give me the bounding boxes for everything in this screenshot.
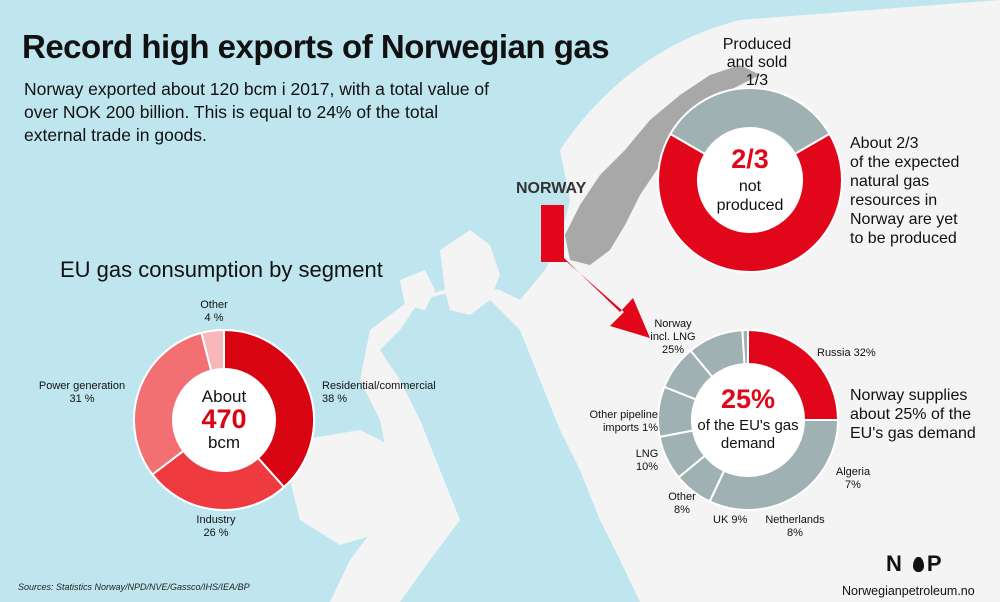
resources-note-l1: About 2/3	[850, 135, 919, 152]
label-lng-value: 10%	[635, 461, 659, 473]
label-norway-lng: Norway incl. LNG 25%	[645, 318, 701, 357]
segment-center	[173, 369, 275, 471]
resources-note-l4: resources in	[850, 192, 938, 209]
supply-center-text-2: of the EU's gas	[697, 417, 798, 434]
label-other-supply-name: Other	[668, 491, 696, 503]
label-power-name: Power generation	[38, 380, 126, 392]
page-title: Record high exports of Norwegian gas	[22, 28, 610, 65]
supply-center-text-1: 25%	[721, 384, 775, 414]
label-produced-l1: Produced	[722, 36, 792, 53]
resources-note: About 2/3 of the expected natural gas re…	[850, 134, 959, 248]
resources-note-l5: Norway are yet	[850, 211, 958, 228]
site-name: Norwegianpetroleum.no	[842, 584, 975, 598]
supply-note-l2: about 25% of the	[850, 406, 971, 423]
label-power: Power generation 31 %	[36, 380, 128, 406]
label-norway-lng-l3: 25%	[661, 344, 685, 356]
map-land-italy	[590, 470, 660, 575]
sources-note: Sources: Statistics Norway/NPD/NVE/Gassc…	[18, 582, 250, 592]
label-residential-name: Residential/commercial	[322, 380, 436, 392]
label-other-supply: Other 8%	[666, 491, 698, 517]
label-other-name: Other	[200, 299, 228, 311]
label-other-pipeline-l1: Other pipeline	[589, 409, 659, 421]
resources-center-text-3: produced	[717, 197, 784, 214]
map-land-ireland	[400, 270, 435, 310]
label-lng-name: LNG	[635, 448, 659, 460]
logo-letter-p: P	[926, 551, 950, 576]
label-norway-lng-l1: Norway	[654, 318, 692, 330]
resources-note-l3: natural gas	[850, 173, 930, 190]
label-other-pipeline-l2: imports 1%	[602, 422, 658, 434]
label-other: Other 4 %	[186, 299, 242, 325]
oil-drop-icon	[912, 557, 924, 572]
resources-note-l2: of the expected	[850, 154, 960, 171]
resources-center	[698, 128, 802, 232]
supply-slice-other-pipeline-imports	[741, 328, 749, 366]
supply-center	[692, 364, 804, 476]
label-russia-text: Russia 32%	[817, 347, 876, 359]
label-lng: LNG 10%	[631, 448, 663, 474]
map-land-iberia	[290, 430, 410, 545]
resources-center-text-1: 2/3	[731, 144, 769, 174]
label-industry: Industry 26 %	[186, 514, 246, 540]
label-algeria-value: 7%	[845, 479, 861, 491]
label-other-value: 4 %	[204, 312, 224, 324]
supply-note-l3: EU's gas demand	[850, 425, 976, 442]
label-produced-l3: 1/3	[745, 72, 769, 89]
segment-center-text-2: 470	[201, 404, 246, 434]
label-produced: Produced and sold 1/3	[702, 36, 812, 90]
resources-donut: 2/3 not produced	[657, 87, 843, 273]
segment-chart-title: EU gas consumption by segment	[60, 257, 383, 282]
label-uk-text: UK 9%	[713, 514, 748, 526]
label-algeria-name: Algeria	[835, 466, 871, 478]
logo-letter-n: N	[886, 551, 910, 576]
label-russia: Russia 32%	[817, 347, 876, 360]
label-netherlands-value: 8%	[787, 527, 803, 539]
supply-center-text-3: demand	[721, 435, 775, 452]
label-power-value: 31 %	[69, 393, 95, 405]
label-residential: Residential/commercial 38 %	[322, 380, 436, 406]
label-other-supply-value: 8%	[674, 504, 690, 516]
label-netherlands: Netherlands 8%	[763, 514, 827, 540]
segment-center-text-1: About	[202, 387, 247, 406]
label-uk: UK 9%	[713, 514, 747, 527]
supply-note-l1: Norway supplies	[850, 387, 968, 404]
resources-center-text-2: not	[739, 178, 762, 195]
segment-center-text-3: bcm	[208, 433, 240, 452]
label-residential-value: 38 %	[322, 393, 348, 405]
label-norway-lng-l2: incl. LNG	[650, 331, 696, 343]
intro-text: Norway exported about 120 bcm i 2017, wi…	[24, 79, 489, 145]
label-other-pipeline: Other pipeline imports 1%	[576, 409, 659, 435]
resources-note-l6: to be produced	[850, 230, 957, 247]
label-netherlands-name: Netherlands	[765, 514, 825, 526]
map-land-uk	[440, 230, 500, 315]
label-produced-l2: and sold	[726, 54, 788, 71]
label-industry-name: Industry	[196, 514, 236, 526]
supply-note: Norway supplies about 25% of the EU's ga…	[850, 386, 976, 443]
label-industry-value: 26 %	[203, 527, 229, 539]
label-algeria: Algeria 7%	[832, 466, 874, 492]
norway-map-label: NORWAY	[516, 180, 587, 197]
